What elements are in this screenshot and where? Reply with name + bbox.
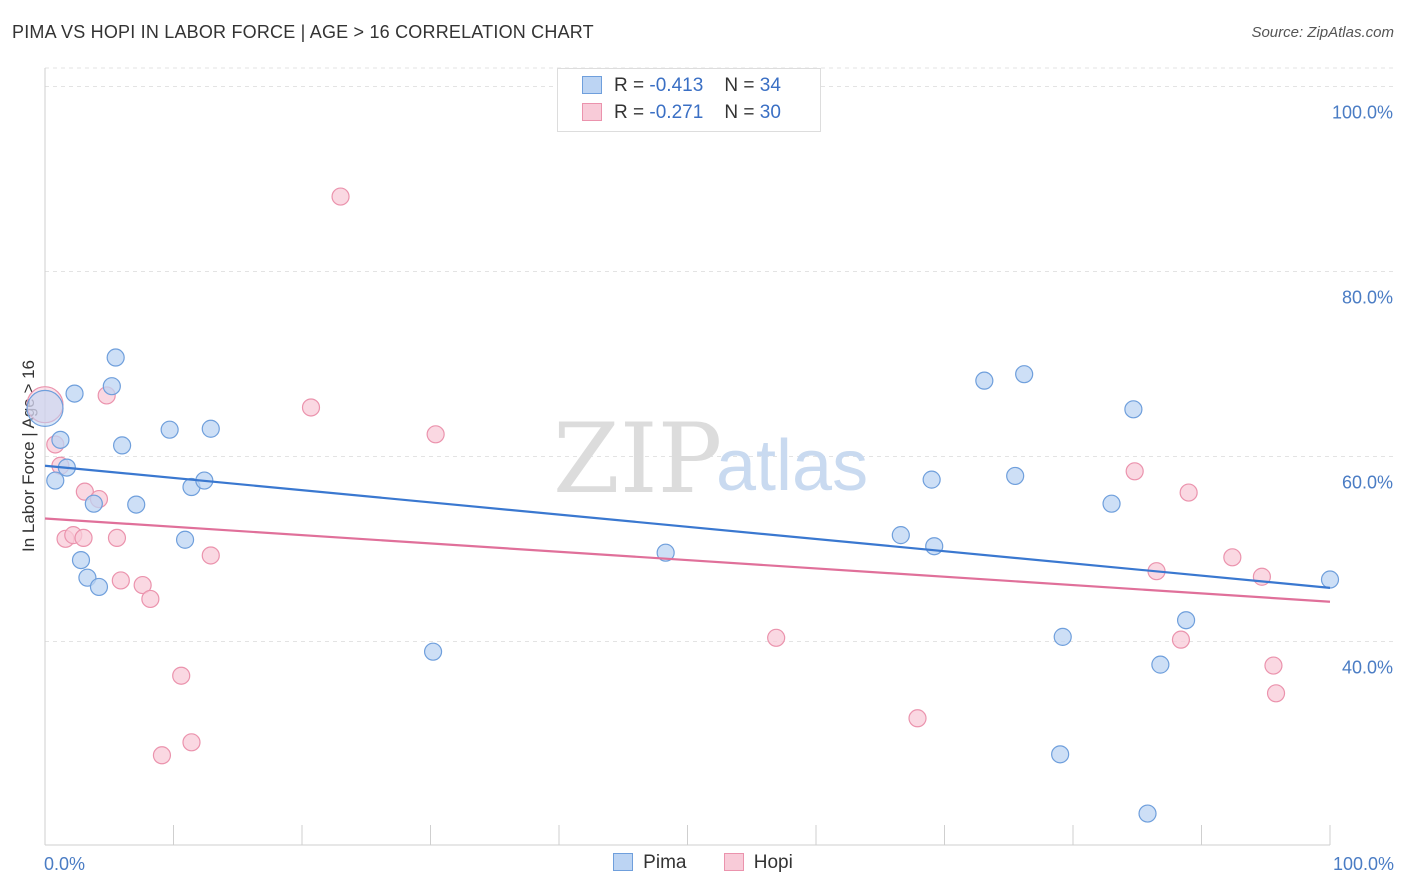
pima-point-22 xyxy=(922,470,941,489)
hopi-point-29 xyxy=(1266,684,1286,703)
pima-point-33 xyxy=(1138,804,1157,823)
hopi-point-12 xyxy=(141,589,160,609)
hopi-point-6 xyxy=(75,482,94,501)
pima-trend-line xyxy=(44,464,1331,589)
hopi-legend-swatch xyxy=(723,853,744,871)
hopi-n-value: 30 xyxy=(759,102,781,123)
watermark-atlas-text: atlas xyxy=(716,426,868,506)
pima-point-18 xyxy=(423,642,443,661)
hopi-point-18 xyxy=(331,187,350,206)
pima-point-5 xyxy=(106,348,125,367)
source-credit: Source: ZipAtlas.com xyxy=(1251,24,1394,41)
pima-legend-label: Pima xyxy=(643,852,687,873)
pima-point-11 xyxy=(84,494,103,513)
trend-lines xyxy=(44,464,1331,603)
pima-r-label: R = xyxy=(614,75,645,96)
pima-points xyxy=(26,348,1340,823)
hopi-swatch xyxy=(582,103,602,121)
hopi-point-17 xyxy=(301,398,321,417)
stats-legend: R = -0.413 N = 34 R = -0.271 N = 30 xyxy=(557,68,821,132)
pima-point-10 xyxy=(89,577,109,597)
pima-point-4 xyxy=(65,384,84,403)
pima-point-8 xyxy=(71,550,91,570)
pima-n-value: 34 xyxy=(759,75,781,96)
pima-point-29 xyxy=(1124,400,1143,419)
y-tick-label-3: 100.0% xyxy=(1332,103,1393,123)
hopi-legend-label: Hopi xyxy=(753,852,793,873)
hopi-point-26 xyxy=(1223,548,1242,567)
watermark-zip-text: ZIP xyxy=(553,403,722,515)
y-tick-label-0: 40.0% xyxy=(1342,658,1393,678)
pima-point-23 xyxy=(975,371,994,390)
hopi-point-9 xyxy=(107,528,127,548)
pima-point-13 xyxy=(160,420,179,439)
pima-n-label: N = xyxy=(724,75,755,96)
stats-row-pima: R = -0.413 N = 34 xyxy=(582,75,781,99)
hopi-point-13 xyxy=(172,666,191,685)
pima-point-7 xyxy=(112,436,132,455)
hopi-point-14 xyxy=(201,546,220,565)
hopi-r-value: -0.271 xyxy=(649,102,704,123)
y-tick-label-1: 60.0% xyxy=(1342,473,1393,493)
hopi-point-5 xyxy=(74,528,93,548)
hopi-n-label: N = xyxy=(724,102,755,123)
hopi-point-15 xyxy=(152,746,172,765)
gridlines xyxy=(45,67,1393,642)
y-tick-labels: 40.0% 60.0% 80.0% 100.0% xyxy=(1332,103,1393,678)
pima-point-1 xyxy=(51,430,70,449)
chart-title: PIMA VS HOPI IN LABOR FORCE | AGE > 16 C… xyxy=(12,22,594,42)
pima-point-21 xyxy=(925,537,944,556)
pima-point-25 xyxy=(1015,365,1034,384)
hopi-point-16 xyxy=(182,733,201,752)
hopi-point-19 xyxy=(426,425,445,444)
y-axis-label: In Labor Force | Age > 16 xyxy=(19,360,38,552)
pima-point-12 xyxy=(127,495,146,514)
hopi-point-11 xyxy=(133,575,152,595)
pima-point-30 xyxy=(1151,655,1170,674)
hopi-point-25 xyxy=(1179,483,1198,502)
hopi-r-label: R = xyxy=(614,102,645,123)
x-tick-label-max: 100.0% xyxy=(1333,854,1394,874)
hopi-point-24 xyxy=(1171,630,1191,649)
pima-point-24 xyxy=(1006,466,1025,486)
pima-point-27 xyxy=(1051,745,1070,764)
pima-swatch xyxy=(582,76,602,94)
pima-legend-swatch xyxy=(613,853,634,871)
legend-item-hopi[interactable]: Hopi xyxy=(723,852,793,874)
pima-r-value: -0.413 xyxy=(649,75,704,96)
pima-point-0 xyxy=(26,389,64,427)
y-tick-label-2: 80.0% xyxy=(1342,288,1393,308)
pima-point-17 xyxy=(175,530,195,549)
stats-row-hopi: R = -0.271 N = 30 xyxy=(582,102,781,126)
hopi-point-22 xyxy=(1125,462,1144,481)
hopi-trend-line xyxy=(44,517,1331,603)
x-ticks xyxy=(44,825,1331,845)
pima-point-31 xyxy=(1176,611,1196,630)
pima-point-20 xyxy=(891,526,910,545)
hopi-point-20 xyxy=(767,628,786,647)
legend-item-pima[interactable]: Pima xyxy=(613,852,686,874)
pima-point-26 xyxy=(1053,627,1072,646)
series-legend: Pima Hopi xyxy=(0,852,1406,874)
pima-point-32 xyxy=(1320,570,1340,589)
pima-point-3 xyxy=(46,471,65,490)
x-tick-label-min: 0.0% xyxy=(44,854,85,874)
pima-point-14 xyxy=(201,419,220,438)
pima-point-19 xyxy=(656,543,675,562)
hopi-point-28 xyxy=(1264,656,1283,675)
pima-point-6 xyxy=(102,377,121,396)
hopi-point-21 xyxy=(908,709,927,728)
watermark: ZIP atlas xyxy=(553,403,868,515)
pima-point-28 xyxy=(1102,494,1121,513)
hopi-point-10 xyxy=(111,571,130,590)
